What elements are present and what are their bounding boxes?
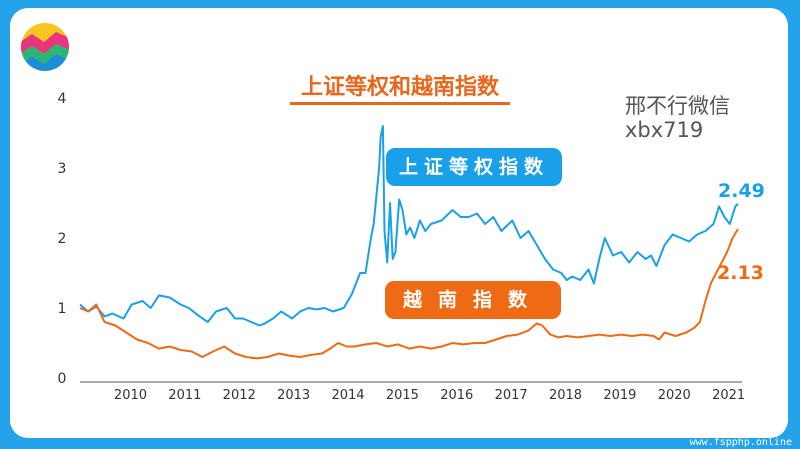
y-tick-label: 0: [58, 371, 67, 387]
x-tick-label: 2019: [603, 388, 636, 403]
logo-icon: [21, 23, 69, 71]
y-tick-label: 4: [58, 91, 67, 107]
watermark: 邢不行微信 xbx719: [625, 94, 730, 142]
x-tick-label: 2016: [440, 388, 473, 403]
series-line-shanghai: [79, 125, 739, 327]
x-tick-label: 2011: [168, 388, 201, 403]
series-line-vietnam: [79, 228, 739, 360]
plot-area: [79, 125, 739, 360]
x-axis: 2010 2011 2012 2013 2014 2015 2016 2017 2018 2019…: [80, 381, 745, 403]
chart-title: 上证等权和越南指数: [300, 75, 499, 100]
chart-card: [10, 8, 788, 438]
x-tick-label: 2010: [114, 388, 147, 403]
x-tick-label: 2020: [658, 388, 691, 403]
y-tick-label: 3: [58, 161, 67, 177]
x-tick-label: 2018: [549, 388, 582, 403]
x-tick-label: 2013: [277, 388, 310, 403]
end-value-vietnam: 2.13: [717, 262, 764, 284]
footer-url: www.fspphp.online: [689, 437, 792, 448]
x-tick-label: 2015: [386, 388, 419, 403]
y-tick-label: 2: [58, 231, 67, 247]
end-value-shanghai: 2.49: [718, 180, 765, 202]
y-axis: 0 1 2 3 4: [58, 91, 67, 387]
watermark-line-2: xbx719: [625, 118, 704, 142]
watermark-line-1: 邢不行微信: [625, 94, 730, 118]
x-tick-label: 2021: [712, 388, 745, 403]
y-tick-label: 1: [58, 301, 67, 317]
series-label-vietnam: 越南指数: [385, 281, 561, 319]
x-tick-label: 2017: [495, 388, 528, 403]
x-tick-label: 2012: [223, 388, 256, 403]
series-label-shanghai: 上证等权指数: [386, 148, 562, 186]
x-tick-label: 2014: [331, 388, 364, 403]
title-underline: [290, 102, 510, 105]
